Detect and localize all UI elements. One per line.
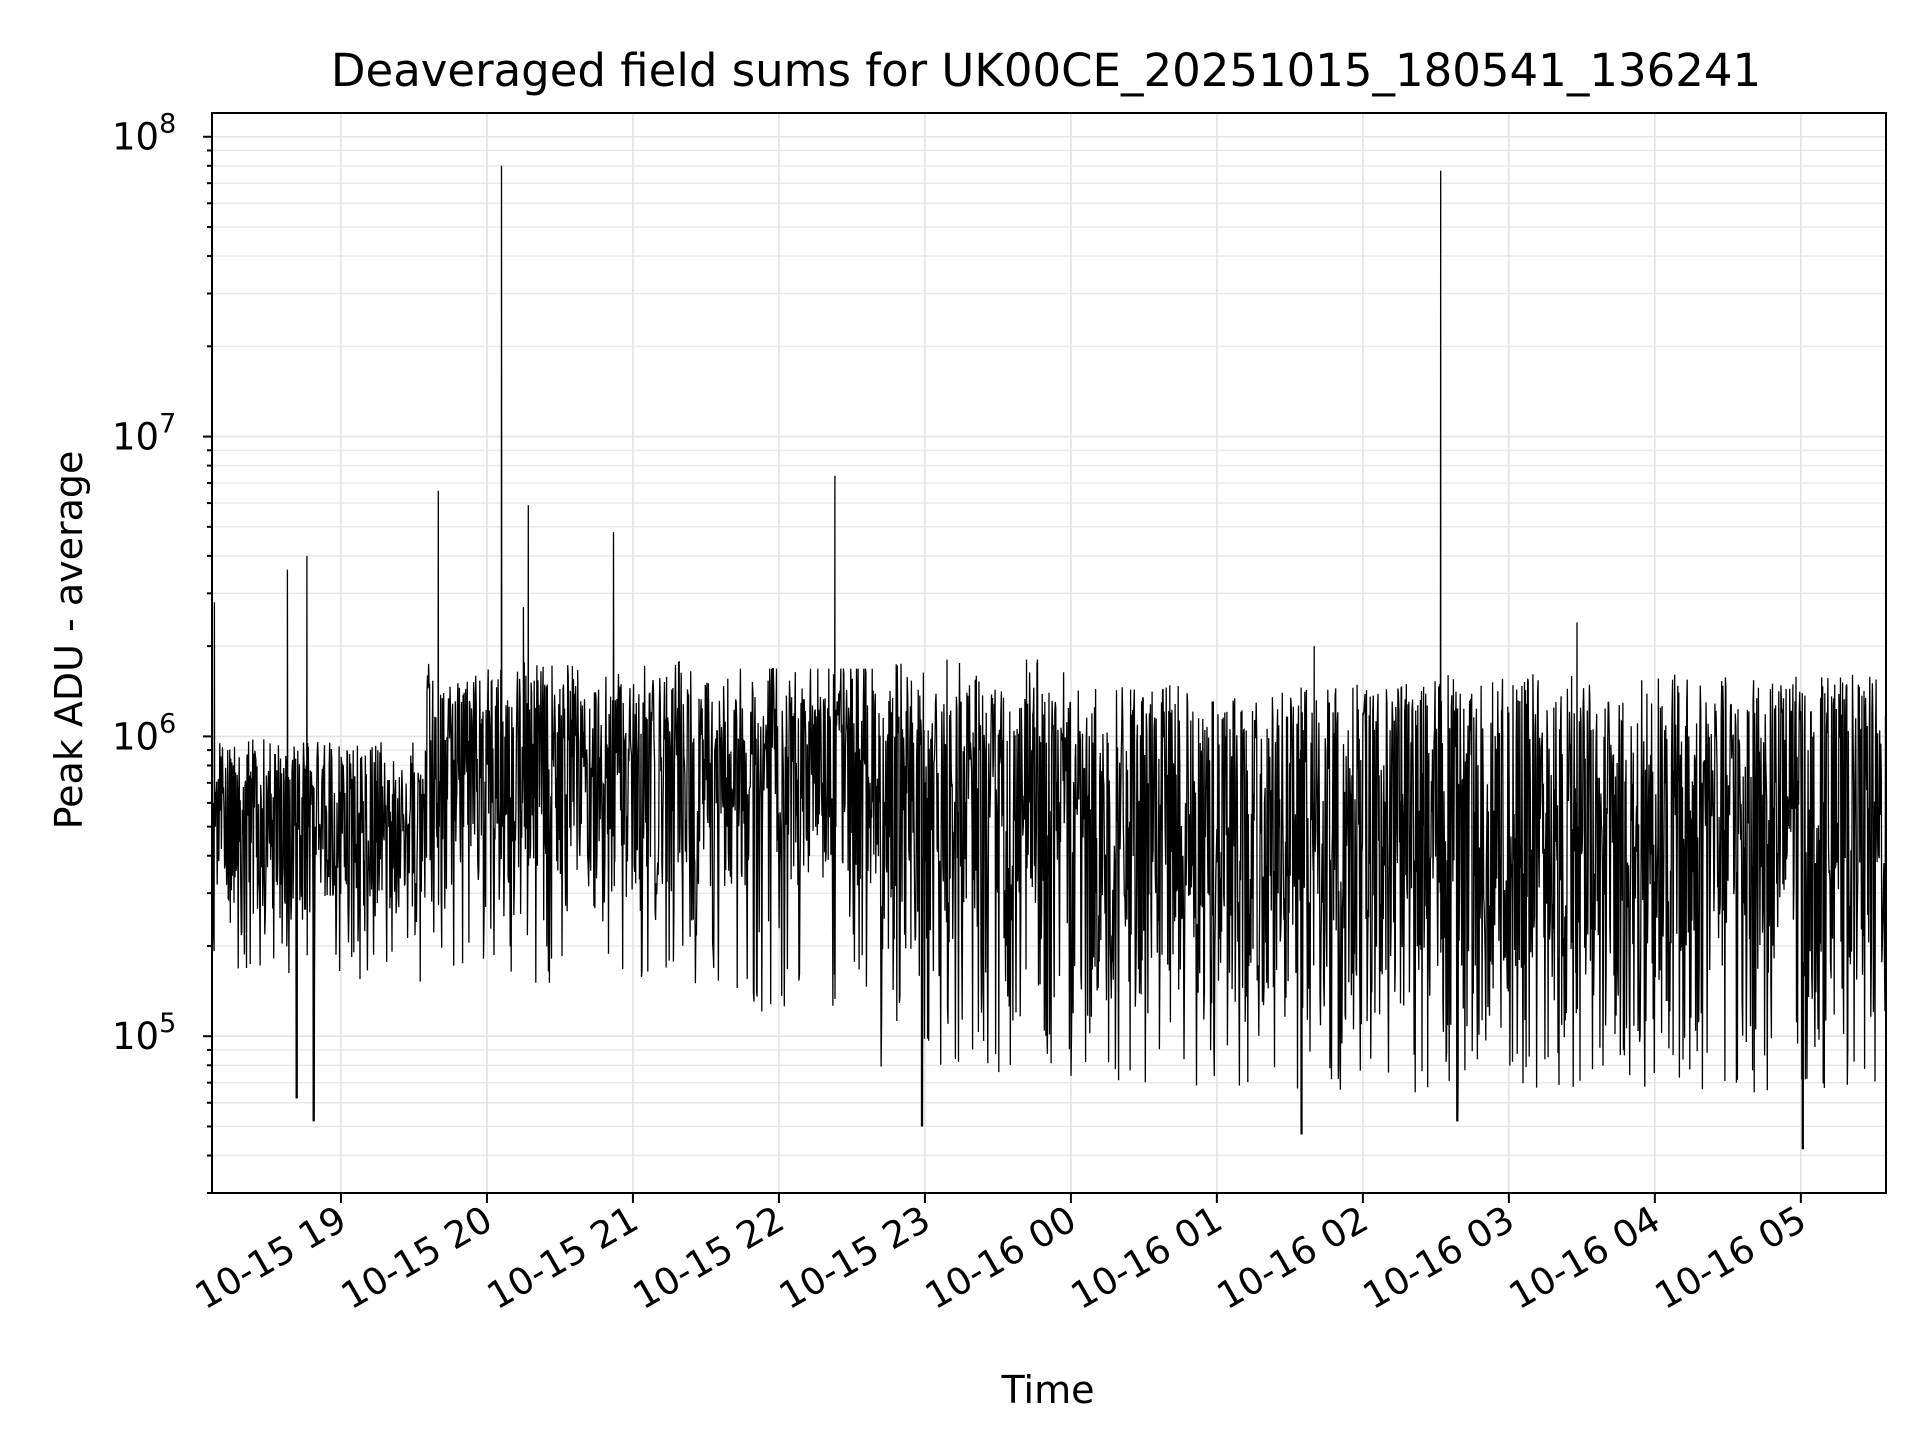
y-tick-base: 10 [112,1015,159,1058]
chart-title: Deaveraged field sums for UK00CE_2025101… [331,44,1761,97]
y-tick-exponent: 5 [159,1008,176,1039]
y-tick-exponent: 7 [159,409,176,440]
x-axis-label: Time [1001,1368,1095,1412]
y-tick-base: 10 [112,715,159,758]
y-tick-exponent: 8 [159,109,176,140]
y-tick-base: 10 [112,416,159,459]
y-axis-label: Peak ADU - average [47,451,91,830]
plot-frame [211,112,1887,1194]
y-tick-label: 108 [112,109,176,159]
y-tick-exponent: 6 [159,708,176,739]
y-tick-label: 106 [112,708,176,758]
y-tick-label: 107 [112,409,176,459]
y-tick-base: 10 [112,116,159,159]
y-tick-label: 105 [112,1008,176,1058]
series-line [211,165,1887,1150]
